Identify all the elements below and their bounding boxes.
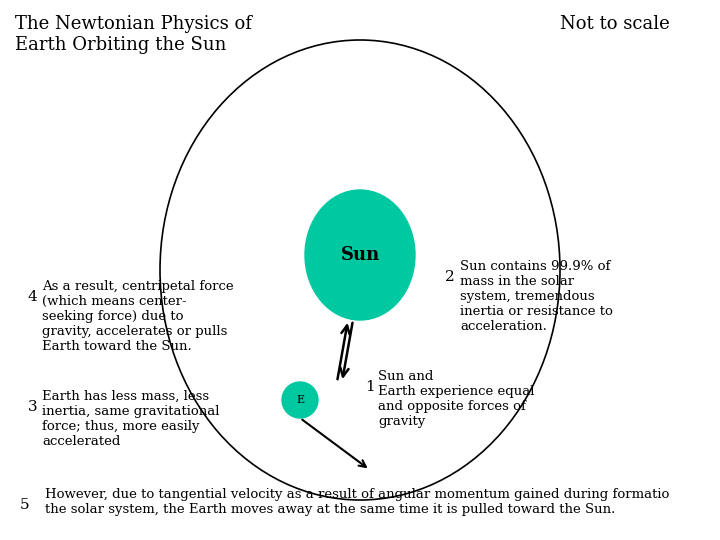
Text: Sun: Sun [341, 246, 379, 264]
Ellipse shape [305, 190, 415, 320]
Text: 2: 2 [445, 270, 455, 284]
Circle shape [282, 382, 318, 418]
Text: 4: 4 [28, 290, 37, 304]
Text: 3: 3 [28, 400, 37, 414]
Text: 5: 5 [20, 498, 30, 512]
Text: Earth has less mass, less
inertia, same gravitational
force; thus, more easily
a: Earth has less mass, less inertia, same … [42, 390, 220, 448]
Text: Sun and
Earth experience equal
and opposite forces of
gravity: Sun and Earth experience equal and oppos… [378, 370, 534, 428]
Text: As a result, centripetal force
(which means center-
seeking force) due to
gravit: As a result, centripetal force (which me… [42, 280, 233, 353]
Text: However, due to tangential velocity as a result of angular momentum gained durin: However, due to tangential velocity as a… [45, 488, 670, 516]
Text: The Newtonian Physics of
Earth Orbiting the Sun: The Newtonian Physics of Earth Orbiting … [15, 15, 252, 54]
Text: E: E [296, 395, 304, 405]
Text: Sun contains 99.9% of
mass in the solar
system, tremendous
inertia or resistance: Sun contains 99.9% of mass in the solar … [460, 260, 613, 333]
Text: Not to scale: Not to scale [560, 15, 670, 33]
Text: 1: 1 [365, 380, 374, 394]
